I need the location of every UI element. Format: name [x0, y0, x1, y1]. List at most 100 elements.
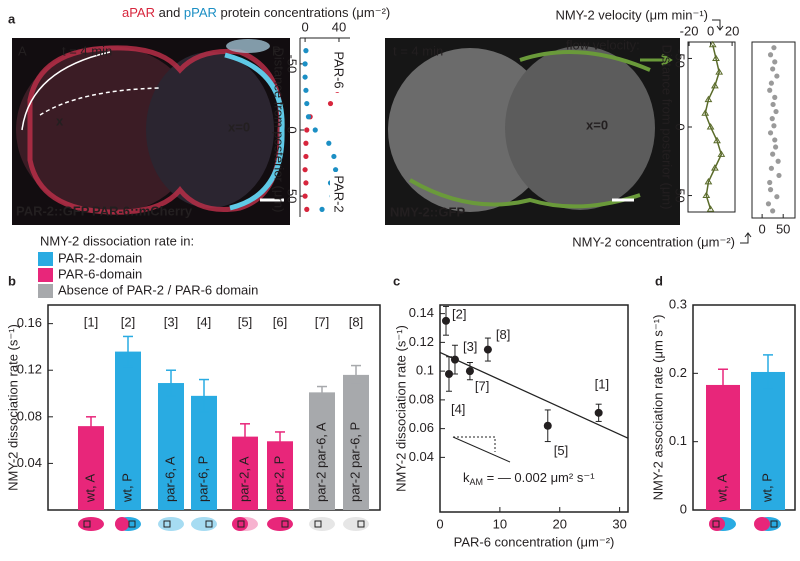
- image-label: t = 4 min: [62, 43, 112, 58]
- x-tick-label: 40: [332, 19, 346, 34]
- point: [772, 94, 778, 100]
- bar: [343, 374, 369, 510]
- series-label: PAR-6: [332, 51, 347, 88]
- bar-annotation: [8]: [349, 314, 363, 329]
- bar: [267, 441, 293, 510]
- bar-annotation: [6]: [273, 314, 287, 329]
- chart-title: aPAR and pPAR protein concentrations (μm…: [122, 5, 390, 20]
- legend-title: NMY-2 dissociation rate in:: [40, 233, 194, 248]
- velocity-marker: [706, 205, 715, 212]
- bar: [751, 371, 785, 510]
- point-label: [3]: [463, 339, 477, 354]
- bar-label: wt, A: [82, 473, 97, 503]
- point: [767, 87, 773, 93]
- velocity-line: [704, 44, 723, 210]
- point: [319, 206, 325, 212]
- point: [302, 167, 308, 173]
- image-label: NMY-2::GFP: [390, 204, 465, 219]
- x-tick-label: 30: [612, 516, 626, 531]
- point-label: [8]: [496, 327, 510, 342]
- image-label: P: [272, 43, 281, 58]
- y-tick-label: 0.12: [409, 334, 434, 349]
- point: [765, 201, 772, 207]
- image-label: PAR-2::GFP: [16, 203, 90, 218]
- point: [772, 59, 778, 65]
- y-tick-label: 0: [673, 123, 688, 130]
- panel-label: b: [8, 273, 16, 288]
- point: [303, 153, 309, 160]
- bar-label: par-2, P: [271, 456, 286, 502]
- y-tick-label: 0.06: [409, 420, 434, 435]
- point: [326, 140, 332, 146]
- title-part: protein concentrations (μm⁻²): [217, 5, 390, 20]
- y-tick-label: 0.04: [17, 455, 42, 470]
- point: [768, 80, 774, 86]
- legend-swatch: [38, 284, 53, 298]
- bracket: [740, 232, 752, 244]
- point-label: [1]: [595, 376, 609, 391]
- plot-frame: [692, 304, 796, 511]
- bar: [309, 392, 335, 510]
- embryo-icons: [78, 517, 781, 531]
- point-label: [5]: [554, 443, 568, 458]
- axis-label: NMY-2 velocity (μm min⁻¹): [555, 7, 708, 22]
- x-tick-label: 0: [436, 516, 443, 531]
- point: [774, 194, 780, 200]
- point: [771, 45, 777, 51]
- y-tick-label: 0.2: [669, 365, 687, 380]
- x-tick-label: 10: [493, 516, 507, 531]
- point: [302, 193, 308, 199]
- velocity-marker: [704, 177, 713, 185]
- point: [594, 408, 603, 417]
- point: [770, 66, 776, 72]
- axis-label: NMY-2 association rate (μm s⁻¹): [650, 315, 665, 501]
- point-label: [2]: [452, 306, 466, 321]
- point: [767, 187, 774, 193]
- image-label: t = 4 min: [393, 43, 443, 58]
- title-part: pPAR: [184, 5, 217, 20]
- velocity-marker: [711, 164, 719, 171]
- annotation-part: AM: [470, 477, 484, 487]
- bar: [115, 351, 141, 510]
- label-bg: [330, 48, 346, 92]
- axis-label: NMY-2 dissociation rate (s⁻¹): [393, 325, 408, 492]
- y-tick-label: 0.3: [669, 296, 687, 311]
- point: [769, 116, 775, 122]
- annotation: kAM = — 0.002 μm² s⁻¹: [463, 470, 595, 487]
- point: [327, 100, 334, 107]
- point: [775, 158, 781, 164]
- title-part: and: [155, 5, 184, 20]
- point: [776, 172, 782, 179]
- velocity-marker: [702, 191, 711, 199]
- y-tick-label: 0: [285, 126, 300, 133]
- axis-label: Distance from posterior (μm): [272, 48, 287, 213]
- legend-label: PAR-6-domain: [58, 266, 142, 281]
- annotation-part: k: [463, 470, 470, 485]
- panel-label: d: [655, 273, 663, 288]
- y-tick-label: 50: [285, 189, 300, 203]
- point: [303, 140, 309, 146]
- y-tick-label: 0.08: [17, 408, 42, 423]
- point: [771, 123, 777, 129]
- bar-annotation: [7]: [315, 314, 329, 329]
- x-tick-label: 0: [301, 19, 308, 34]
- image-label: flow velocity:: [566, 37, 640, 52]
- y-tick-label: 0.12: [17, 362, 42, 377]
- bar-label: wt, P: [119, 473, 134, 503]
- point: [304, 127, 310, 133]
- velocity-marker: [706, 123, 715, 130]
- y-tick-label: 0.08: [409, 391, 434, 406]
- bar-label: wt, P: [759, 473, 774, 503]
- x-tick-label: 0: [759, 221, 766, 236]
- point-label: [4]: [451, 401, 465, 416]
- par-image: [12, 38, 290, 225]
- nmy-image: [385, 38, 680, 225]
- point: [302, 74, 308, 80]
- y-tick-label: 50: [673, 188, 688, 202]
- y-tick-label: 0.1: [669, 433, 687, 448]
- y-tick-label: 0.14: [409, 305, 434, 320]
- image-label: x=0: [228, 119, 250, 134]
- bar: [158, 383, 184, 510]
- bar: [78, 426, 104, 510]
- axis-label: Distance from posterior (μm): [660, 45, 675, 210]
